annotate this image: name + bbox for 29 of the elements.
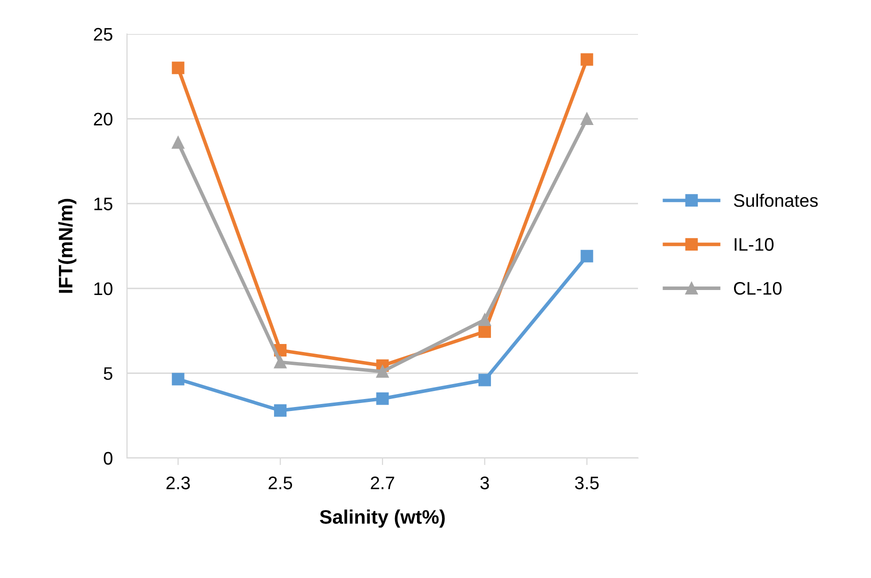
point [172, 136, 184, 149]
y-tick-label: 15 [94, 198, 112, 210]
point [376, 392, 389, 405]
point [580, 112, 594, 126]
point [478, 314, 491, 326]
y-tick-label: 20 [94, 112, 112, 126]
legend-label: IL-10 [734, 238, 774, 251]
x-axis-title: Salinity (wt%) [320, 510, 445, 528]
y-axis-title: IFT(mN/m) [58, 198, 76, 293]
point [274, 356, 287, 368]
y-tick-label: 25 [94, 28, 112, 41]
legend-label: CL-10 [734, 282, 782, 295]
point [376, 365, 389, 378]
x-tick-label: 3.5 [575, 476, 599, 490]
point [580, 53, 594, 66]
x-tick-label: 3 [480, 476, 489, 490]
point [172, 62, 184, 74]
legend-label: Sulfonates [734, 194, 818, 207]
y-tick-label: 10 [94, 282, 112, 296]
point [478, 374, 491, 386]
x-tick-label: 2.3 [166, 476, 190, 490]
x-tick-label: 2.5 [268, 476, 292, 490]
point [172, 372, 184, 386]
x-tick-label: 2.7 [370, 476, 394, 490]
y-tick-label: 0 [104, 452, 112, 465]
point [478, 325, 491, 338]
point [580, 250, 594, 262]
point [274, 404, 287, 417]
y-tick-label: 5 [104, 367, 112, 380]
